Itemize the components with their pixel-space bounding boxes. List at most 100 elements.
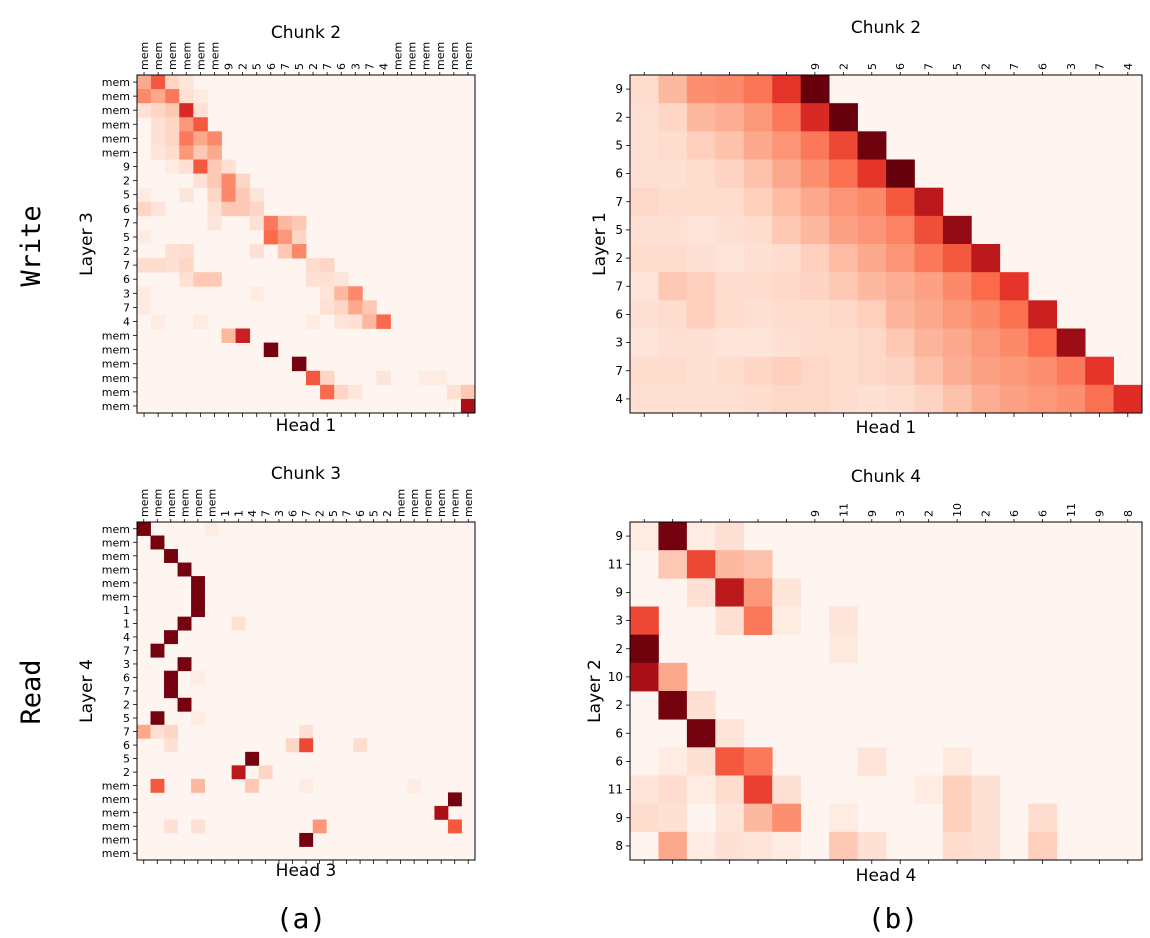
heatmap-cell: [743, 606, 773, 636]
y-tick-label: mem: [102, 358, 130, 371]
heatmap-cell: [914, 356, 944, 386]
x-tick-label: 5: [866, 63, 879, 70]
heatmap-cell: [165, 145, 180, 160]
heatmap-cell: [460, 384, 476, 400]
heatmap-cell: [686, 384, 716, 414]
x-tick-label: 7: [1093, 63, 1106, 70]
heatmap-cell: [658, 187, 688, 217]
heatmap-cell: [306, 272, 321, 287]
heatmap-cell: [235, 328, 251, 343]
heatmap-cell: [772, 328, 802, 358]
heatmap-cell: [353, 738, 368, 753]
heatmap-cell: [193, 272, 208, 287]
heatmap-cell: [191, 711, 205, 726]
y-tick-label: 7: [123, 726, 130, 739]
heatmap-cell: [743, 578, 773, 607]
heatmap-cell: [1028, 803, 1058, 833]
y-tick-label: 6: [123, 671, 130, 684]
heatmap-cell: [942, 384, 972, 414]
heatmap-cell: [743, 384, 773, 414]
heatmap-cell: [150, 724, 165, 739]
heatmap-cell: [630, 300, 659, 329]
y-tick-label: 5: [123, 712, 130, 725]
y-tick-label: mem: [102, 76, 130, 89]
y-tick-label: 5: [123, 189, 130, 202]
heatmap-cell: [829, 159, 858, 189]
heatmap-cell: [348, 286, 363, 301]
heatmap-frame: [629, 74, 1143, 414]
heatmap-cell: [715, 803, 745, 833]
y-tick-label: mem: [102, 550, 130, 563]
heatmap-cell: [1028, 356, 1058, 386]
heatmap-cell: [630, 384, 659, 414]
heatmap-cell: [291, 356, 307, 372]
heatmap-cell: [165, 75, 180, 90]
heatmap-cell: [686, 775, 716, 805]
heatmap-cell: [348, 384, 363, 400]
heatmap-cell: [207, 145, 222, 160]
heatmap-cell: [320, 370, 335, 386]
y-tick-label: mem: [102, 386, 130, 399]
y-tick-label: 9: [615, 82, 623, 96]
y-tick-label: 7: [123, 644, 130, 657]
heatmap-cell: [715, 550, 745, 579]
x-tick-label: 2: [980, 63, 993, 70]
y-axis-label: Layer 2: [585, 659, 605, 723]
y-tick-label: 4: [615, 392, 623, 406]
heatmap-cell: [263, 215, 279, 231]
heatmap-cell: [715, 272, 745, 301]
heatmap-cell: [886, 356, 915, 386]
heatmap-cell: [914, 300, 944, 329]
y-tick-label: mem: [102, 90, 130, 103]
heatmap-cell: [249, 187, 265, 203]
heatmap-cell: [686, 719, 716, 748]
heatmap-cell: [137, 300, 152, 315]
heatmap-cell: [207, 272, 222, 287]
x-tick-label: mem: [208, 42, 221, 70]
y-tick-label: 7: [123, 217, 130, 230]
chart-title: Chunk 2: [271, 23, 341, 43]
y-tick-label: mem: [102, 577, 130, 590]
heatmap-cell: [829, 831, 858, 861]
heatmap-cell: [177, 616, 192, 631]
heatmap-cell: [999, 356, 1029, 386]
x-tick-label: 6: [335, 63, 348, 70]
heatmap-cell: [164, 684, 178, 699]
heatmap-cell: [686, 328, 716, 358]
heatmap-cell: [999, 272, 1029, 301]
heatmap-cell: [772, 803, 802, 833]
heatmap-cell: [150, 643, 165, 658]
heatmap-cell: [743, 747, 773, 776]
y-tick-label: 6: [615, 167, 623, 181]
heatmap-cell: [886, 272, 915, 301]
y-tick-label: 2: [123, 245, 130, 258]
heatmap-cell: [263, 229, 279, 245]
heatmap-cell: [743, 244, 773, 273]
heatmap-cell: [334, 300, 349, 315]
x-tick-label: 7: [259, 510, 272, 517]
y-axis-label: Layer 1: [590, 212, 610, 276]
heatmap-cell: [432, 370, 448, 386]
heatmap-cell: [137, 286, 152, 301]
heatmap-cell: [630, 187, 659, 217]
heatmap-cell: [715, 747, 745, 776]
heatmap-cell: [299, 832, 314, 847]
heatmap-cell: [743, 775, 773, 805]
heatmap-cell: [630, 131, 659, 160]
heatmap-cell: [686, 578, 716, 607]
y-axis-label: Layer 3: [77, 212, 97, 276]
heatmap-frame: [136, 74, 476, 414]
heatmap-cell: [743, 300, 773, 329]
heatmap-cell: [235, 201, 251, 217]
heatmap-cell: [376, 314, 391, 329]
heatmap-cell: [886, 328, 915, 358]
heatmap-cell: [772, 578, 802, 607]
chart-title: Chunk 2: [851, 18, 921, 38]
heatmap-cell: [914, 215, 944, 245]
heatmap-cell: [164, 670, 178, 685]
row-label-read: Read: [16, 659, 47, 724]
x-tick-label: 2: [923, 510, 936, 517]
heatmap-cell: [743, 215, 773, 245]
heatmap-cell: [942, 244, 972, 273]
x-tick-label: 6: [1036, 510, 1049, 517]
